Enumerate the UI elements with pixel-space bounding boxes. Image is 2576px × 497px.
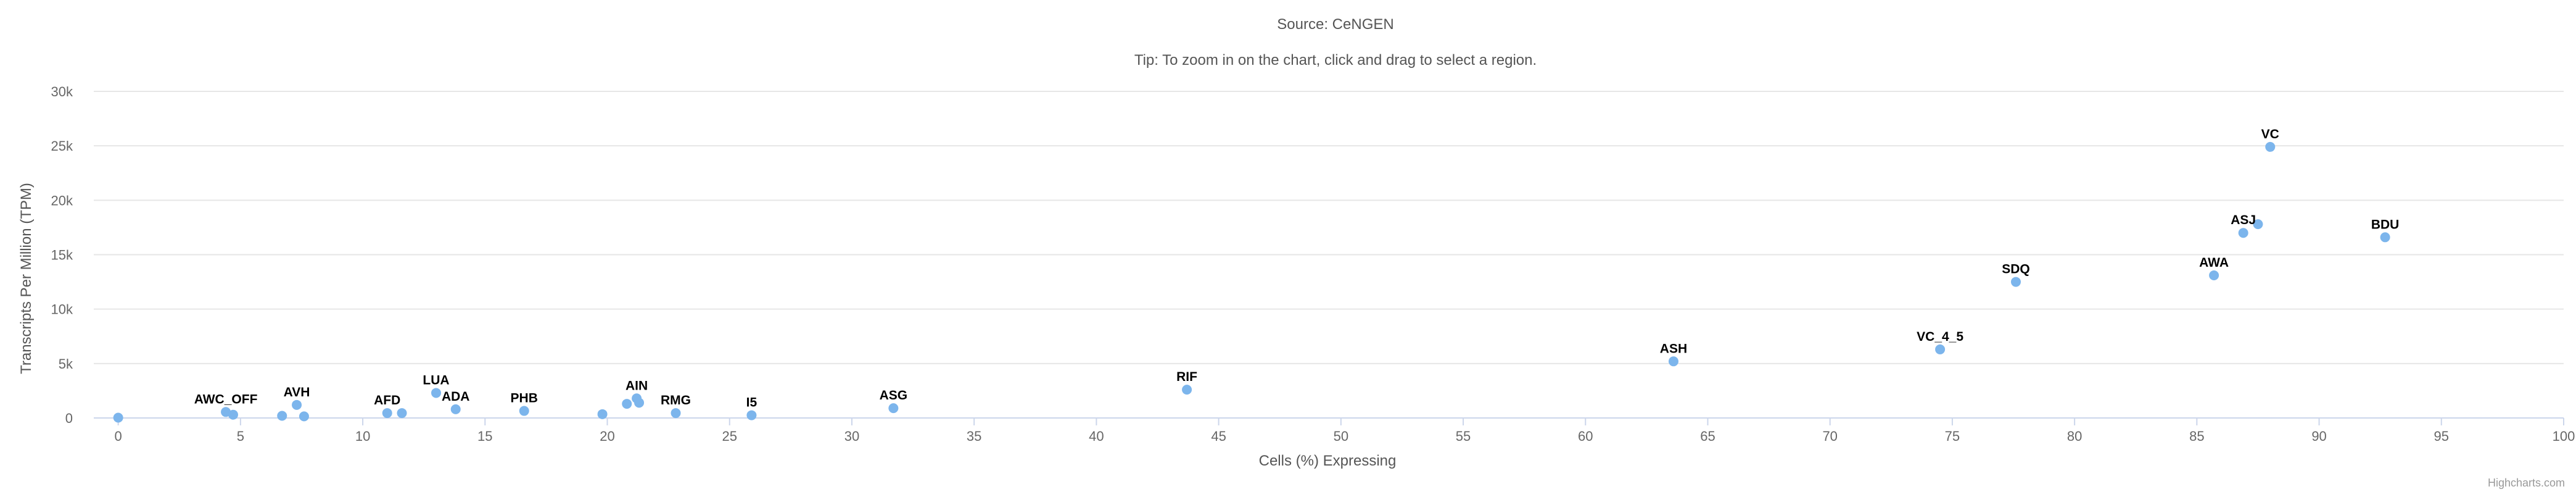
x-tick-label: 45 — [1211, 428, 1226, 444]
credits-link[interactable]: Highcharts.com — [2488, 477, 2565, 489]
data-label: ASH — [1660, 341, 1687, 356]
x-tick-label: 25 — [722, 428, 737, 444]
data-label: AWC_OFF — [194, 392, 258, 406]
scatter-point[interactable] — [292, 399, 302, 410]
scatter-point[interactable] — [2238, 228, 2248, 238]
x-axis: 0 5 10 15 20 25 30 35 40 45 50 55 60 65 70 75 80 85 90 95 10… — [94, 417, 2575, 444]
scatter-point[interactable] — [519, 406, 529, 416]
scatter-point[interactable] — [1668, 356, 1678, 367]
scatter-point[interactable] — [634, 398, 645, 408]
scatter-point[interactable] — [671, 408, 681, 419]
data-label: SDQ — [2002, 262, 2030, 277]
data-label: AIN — [625, 378, 648, 393]
x-tick-label: 90 — [2311, 428, 2326, 444]
y-axis-title: Transcripts Per Million (TPM) — [18, 183, 35, 374]
data-label: RMG — [661, 393, 691, 407]
x-tick-label: 5 — [237, 428, 244, 444]
x-tick-label: 50 — [1334, 428, 1348, 444]
data-label: AVH — [284, 385, 310, 399]
scatter-point[interactable] — [299, 411, 309, 422]
x-tick-label: 35 — [967, 428, 981, 444]
scatter-point[interactable] — [228, 409, 238, 420]
data-label: BDU — [2371, 217, 2400, 232]
scatter-point[interactable] — [2265, 141, 2276, 152]
chart-subtitle-source: Source: CeNGEN — [1277, 16, 1393, 33]
scatter-point[interactable] — [113, 412, 123, 423]
y-tick-label: 15k — [51, 248, 73, 263]
data-label: VC_4_5 — [1917, 330, 1963, 344]
data-label: PHB — [511, 391, 538, 406]
data-series[interactable] — [113, 141, 2390, 423]
scatter-point[interactable] — [2380, 232, 2390, 243]
data-label: VC — [2261, 127, 2279, 141]
x-axis-title: Cells (%) Expressing — [1259, 453, 1397, 469]
x-tick-label: 95 — [2434, 428, 2449, 444]
scatter-point[interactable] — [277, 411, 287, 421]
scatter-point[interactable] — [2010, 277, 2021, 287]
scatter-point[interactable] — [2253, 219, 2263, 230]
x-tick-label: 60 — [1578, 428, 1593, 444]
data-label: ADA — [442, 390, 470, 404]
data-label: I5 — [746, 396, 758, 410]
y-tick-label: 5k — [59, 356, 73, 372]
x-tick-label: 0 — [115, 428, 122, 444]
y-tick-label: 10k — [51, 302, 73, 317]
point-labels: AWC_OFF AVH AFD LUA ADA PHB AIN RMG I5 ASG RIF ASH V… — [194, 127, 2400, 410]
scatter-point[interactable] — [1935, 344, 1946, 354]
y-tick-label: 20k — [51, 193, 73, 208]
data-label: ASJ — [2231, 213, 2256, 227]
x-tick-label: 30 — [844, 428, 859, 444]
y-tick-label: 0 — [65, 411, 73, 426]
data-label: LUA — [423, 373, 449, 387]
scatter-point[interactable] — [622, 399, 632, 409]
scatter-point[interactable] — [397, 408, 407, 419]
scatter-point[interactable] — [2209, 270, 2219, 281]
data-label: AWA — [2199, 256, 2229, 270]
data-label: ASG — [880, 388, 908, 403]
data-label: RIF — [1176, 370, 1197, 384]
data-label: AFD — [374, 393, 400, 407]
scatter-point[interactable] — [382, 408, 392, 419]
x-tick-label: 55 — [1456, 428, 1471, 444]
x-tick-label: 20 — [600, 428, 614, 444]
scatter-point[interactable] — [1182, 385, 1192, 395]
x-tick-label: 40 — [1089, 428, 1104, 444]
x-tick-label: 15 — [477, 428, 492, 444]
y-gridlines — [94, 91, 2564, 419]
scatter-point[interactable] — [431, 388, 442, 398]
x-tick-label: 70 — [1822, 428, 1837, 444]
y-axis: 0 5k 10k 15k 20k 25k 30k — [51, 84, 73, 426]
x-tick-label: 65 — [1700, 428, 1715, 444]
x-tick-label: 10 — [355, 428, 370, 444]
scatter-point[interactable] — [746, 410, 757, 420]
scatter-point[interactable] — [450, 404, 461, 414]
x-tick-label: 80 — [2067, 428, 2082, 444]
chart-subtitle-tip: Tip: To zoom in on the chart, click and … — [1134, 52, 1537, 69]
y-tick-label: 30k — [51, 84, 73, 99]
y-tick-label: 25k — [51, 138, 73, 154]
x-tick-label: 85 — [2189, 428, 2204, 444]
x-tick-label: 75 — [1945, 428, 1960, 444]
scatter-point[interactable] — [888, 403, 899, 414]
scatter-point[interactable] — [597, 409, 608, 419]
x-tick-label: 100 — [2553, 428, 2575, 444]
